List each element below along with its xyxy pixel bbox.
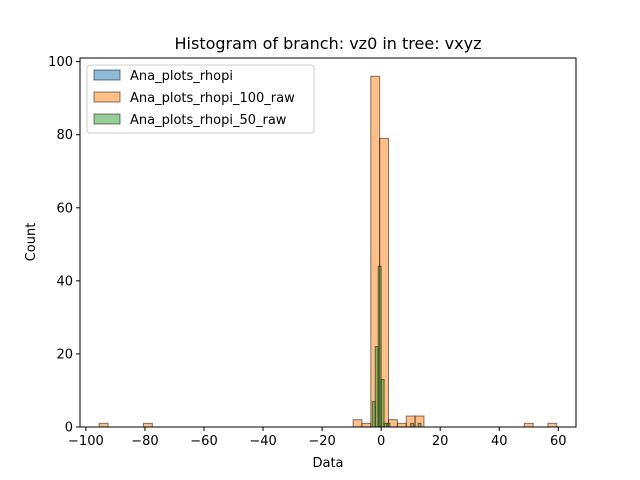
x-tick-label: −40 [249, 434, 276, 449]
legend-swatch-ana-plots-rhopi-50-raw [93, 113, 121, 125]
bar-ana-plots-rhopi-100-raw-10 [523, 422, 534, 428]
y-tick-label: 20 [56, 347, 73, 362]
x-tick-label: −100 [68, 434, 104, 449]
bar-ana-plots-rhopi-100-raw-2 [352, 419, 363, 428]
y-axis-label: Count [24, 223, 39, 262]
ticks-layer: −100 −80 −60 −40 −20 0 20 40 60 0 20 40 60 80 100 [48, 55, 566, 449]
bar-ana-plots-rhopi-100-raw-0 [98, 422, 109, 428]
legend-swatch-ana-plots-rhopi-100-raw [93, 91, 121, 103]
legend-label-ana-plots-rhopi-50-raw: Ana_plots_rhopi_50_raw [130, 113, 287, 128]
legend-swatch-ana-plots-rhopi [93, 69, 121, 81]
y-tick-label: 60 [56, 201, 73, 216]
bar-ana-plots-rhopi-100-raw-7 [396, 422, 407, 428]
y-tick-label: 80 [56, 128, 73, 143]
legend-label-ana-plots-rhopi: Ana_plots_rhopi [130, 69, 233, 84]
y-tick-label: 40 [56, 274, 73, 289]
legend-box [86, 64, 315, 134]
x-tick-label: 60 [550, 434, 567, 449]
x-tick-label: 0 [377, 434, 385, 449]
plot-frame [79, 57, 577, 428]
bar-ana-plots-rhopi-50-raw-7 [417, 422, 422, 428]
bar-ana-plots-rhopi-50-raw-6 [410, 422, 415, 428]
x-tick-label: 20 [432, 434, 449, 449]
y-tick-label: 0 [65, 421, 73, 436]
bar-ana-plots-rhopi-50-raw-5 [386, 422, 391, 428]
legend-label-ana-plots-rhopi-100-raw: Ana_plots_rhopi_100_raw [130, 91, 295, 106]
bar-ana-plots-rhopi-50-raw-3 [380, 379, 385, 428]
bars-layer [98, 75, 558, 428]
bar-ana-plots-rhopi-100-raw-3 [361, 422, 372, 428]
x-axis-label: Data [312, 456, 343, 471]
bar-ana-plots-rhopi-100-raw-1 [142, 422, 153, 428]
x-tick-label: 40 [491, 434, 508, 449]
chart-title: Histogram of branch: vz0 in tree: vxyz [175, 34, 482, 53]
x-tick-label: −80 [131, 434, 158, 449]
legend: Ana_plots_rhopi Ana_plots_rhopi_100_raw … [86, 64, 315, 134]
x-tick-label: −20 [308, 434, 335, 449]
y-tick-label: 100 [48, 55, 73, 70]
bar-ana-plots-rhopi-100-raw-11 [547, 422, 558, 428]
x-tick-label: −60 [190, 434, 217, 449]
